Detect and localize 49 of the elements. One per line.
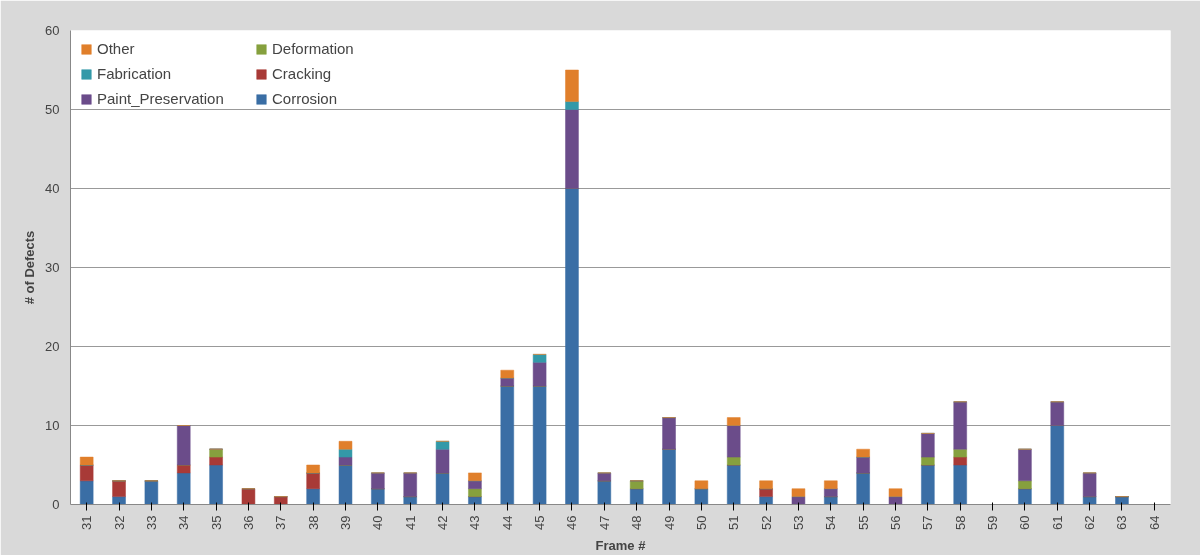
x-tick-label: 57	[920, 515, 936, 530]
x-tick-label: 31	[79, 515, 95, 530]
x-tick-label: 39	[338, 515, 353, 530]
x-axis-title: Frame #	[595, 537, 647, 553]
x-tick-label: 61	[1049, 515, 1065, 530]
legend-label: Deformation	[272, 40, 355, 57]
x-tick-label: 33	[143, 515, 159, 530]
legend-label: Corrosion	[272, 90, 339, 107]
x-tick-label: 58	[952, 515, 968, 530]
x-tick-label: 45	[532, 515, 548, 530]
x-tick-label: 40	[370, 515, 386, 530]
x-tick-label: 59	[985, 515, 1001, 530]
x-tick-label: 36	[240, 515, 256, 530]
x-tick-label: 56	[888, 515, 903, 530]
x-tick-label: 52	[758, 515, 774, 530]
x-tick-label: 38	[305, 515, 321, 530]
x-tick-label: 34	[176, 515, 192, 530]
x-tick-label: 63	[1114, 515, 1130, 530]
x-tick-label: 54	[823, 515, 839, 530]
y-axis-title: # of Defects	[22, 230, 38, 305]
x-tick-label: 55	[855, 515, 871, 530]
x-tick-label: 35	[208, 515, 224, 530]
legend-label: Fabrication	[97, 65, 173, 82]
x-tick-label: 41	[402, 515, 418, 530]
legend-label: Paint_Preservation	[97, 90, 225, 107]
x-tick-label: 50	[693, 515, 709, 530]
y-tick-label: 20	[45, 339, 60, 354]
x-tick-label: 44	[499, 515, 515, 530]
y-tick-label: 50	[45, 102, 60, 117]
x-tick-label: 32	[111, 515, 127, 530]
legend-label: Other	[97, 40, 136, 57]
x-tick-label: 64	[1146, 515, 1162, 530]
y-tick-label: 60	[45, 23, 60, 38]
x-tick-label: 47	[596, 515, 612, 530]
x-tick-label: 60	[1017, 515, 1033, 530]
x-tick-label: 53	[790, 515, 806, 530]
x-tick-label: 51	[726, 515, 742, 530]
y-tick-label: 40	[45, 181, 60, 196]
x-tick-label: 46	[564, 515, 580, 530]
y-tick-label: 30	[45, 260, 60, 275]
x-tick-label: 62	[1082, 515, 1098, 530]
x-tick-label: 49	[661, 515, 677, 530]
x-tick-label: 37	[273, 515, 289, 530]
y-tick-label: 10	[45, 418, 60, 433]
x-tick-label: 48	[629, 515, 645, 530]
x-tick-label: 42	[435, 515, 451, 530]
legend-label: Cracking	[272, 65, 333, 82]
y-tick-label: 0	[52, 497, 60, 512]
x-tick-label: 43	[467, 515, 483, 530]
